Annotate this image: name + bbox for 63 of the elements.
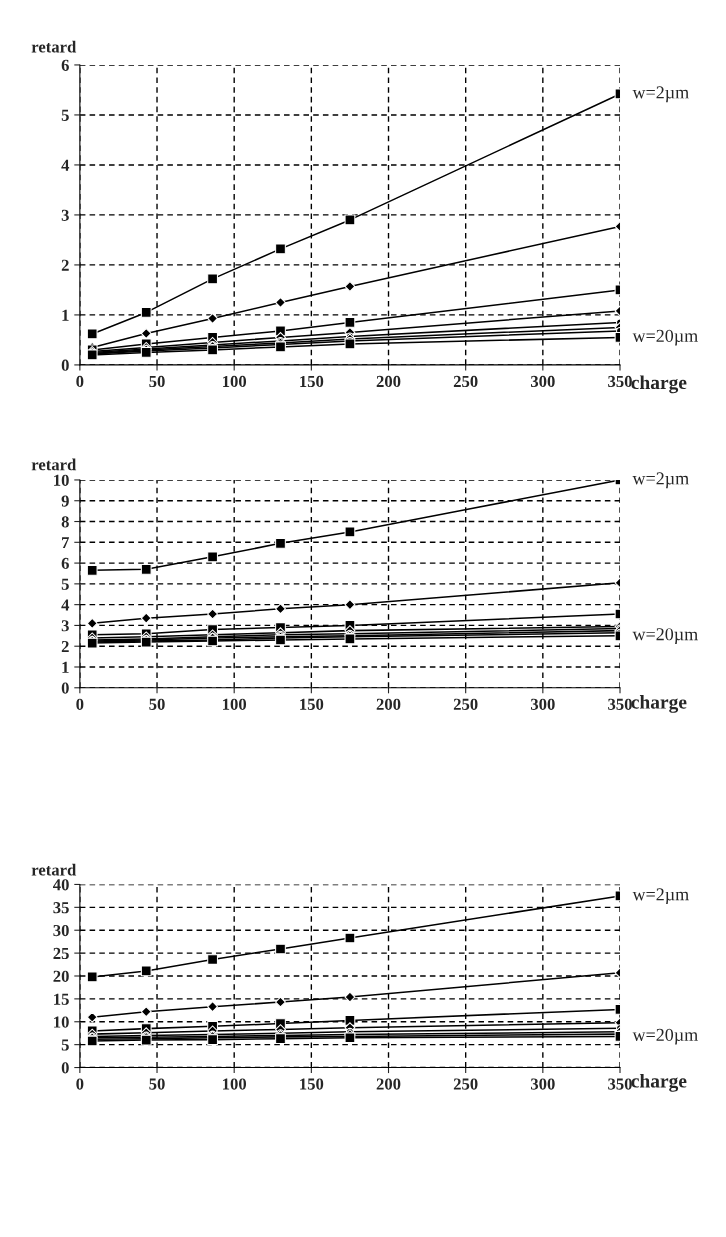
y-tick-label: 8 — [61, 516, 69, 528]
x-tick-label: 200 — [376, 698, 401, 710]
y-tick-label: 2 — [61, 259, 69, 271]
y-tick-label: 0 — [61, 682, 69, 694]
y-tick-label: 0 — [61, 1062, 69, 1074]
x-tick-label: 50 — [149, 698, 165, 710]
y-tick-label: 10 — [54, 1016, 69, 1028]
series-label: w=20µm — [632, 329, 698, 346]
y-tick-label: 7 — [62, 537, 70, 549]
y-tick-label: 3 — [61, 620, 69, 632]
x-axis-title: charge — [631, 375, 687, 394]
y-axis-title: retard — [31, 458, 77, 471]
series-label: w=20µm — [632, 628, 698, 645]
y-tick-label: 6 — [61, 59, 69, 71]
x-tick-label: 200 — [376, 1078, 401, 1090]
series-label: w=2µm — [632, 888, 689, 905]
x-axis-title: charge — [631, 1073, 687, 1092]
x-tick-label: 100 — [223, 375, 247, 388]
series-label: w=2µm — [632, 86, 689, 103]
y-tick-label: 1 — [62, 661, 69, 673]
x-tick-label: 250 — [453, 375, 478, 388]
series-label: w=2µm — [632, 472, 689, 489]
x-tick-label: 300 — [530, 698, 555, 710]
y-tick-label: 1 — [62, 309, 69, 321]
x-tick-label: 300 — [530, 375, 555, 388]
x-tick-label: 50 — [149, 375, 165, 388]
x-tick-label: 100 — [223, 1078, 247, 1090]
y-tick-label: 35 — [53, 902, 69, 914]
y-tick-label: 25 — [53, 947, 69, 960]
y-tick-label: 4 — [61, 159, 70, 171]
y-tick-label: 15 — [54, 993, 69, 1005]
x-tick-label: 250 — [453, 698, 478, 710]
x-tick-label: 350 — [608, 1078, 632, 1090]
y-tick-label: 5 — [61, 1039, 69, 1051]
y-tick-label: 4 — [61, 599, 70, 611]
x-tick-label: 50 — [149, 1078, 165, 1090]
x-tick-label: 0 — [76, 698, 84, 710]
y-tick-label: 0 — [61, 359, 69, 371]
y-axis-title: retard — [31, 863, 77, 876]
y-tick-label: 10 — [54, 474, 69, 486]
y-tick-label: 2 — [61, 640, 69, 652]
x-tick-label: 0 — [76, 375, 84, 388]
x-tick-label: 150 — [300, 375, 324, 388]
x-axis-title: charge — [631, 695, 687, 713]
x-tick-label: 150 — [300, 1078, 324, 1090]
x-tick-label: 200 — [376, 375, 401, 388]
y-tick-label: 5 — [61, 109, 69, 121]
x-tick-label: 100 — [223, 698, 247, 710]
x-tick-label: 300 — [530, 1078, 555, 1090]
y-tick-label: 6 — [61, 557, 69, 570]
y-tick-label: 3 — [61, 209, 69, 221]
x-tick-label: 150 — [300, 698, 324, 710]
x-tick-label: 350 — [608, 375, 632, 388]
x-tick-label: 250 — [453, 1078, 478, 1090]
y-tick-label: 9 — [61, 495, 69, 507]
x-tick-label: 0 — [76, 1078, 84, 1090]
y-tick-label: 30 — [53, 924, 69, 937]
y-axis-title: retard — [31, 40, 77, 53]
y-tick-label: 20 — [53, 970, 69, 982]
x-tick-label: 350 — [608, 698, 632, 710]
y-tick-label: 5 — [61, 578, 69, 590]
y-tick-label: 40 — [53, 879, 69, 891]
series-label: w=20µm — [632, 1028, 698, 1045]
